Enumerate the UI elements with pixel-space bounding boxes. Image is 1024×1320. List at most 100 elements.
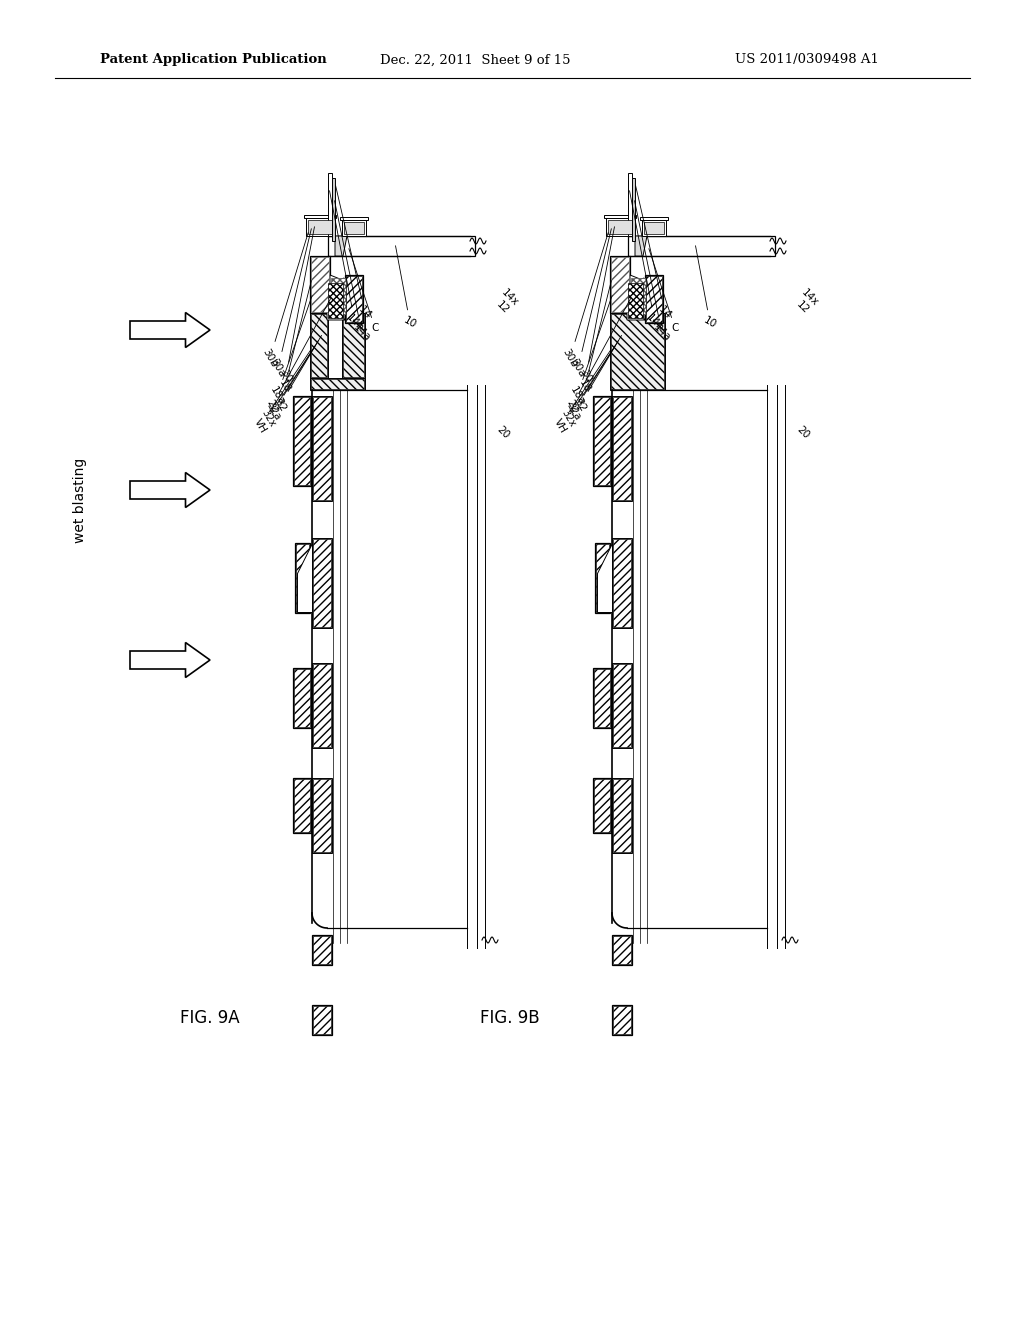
Bar [313, 1006, 331, 1034]
Text: 10: 10 [395, 246, 418, 330]
Text: 32: 32 [572, 335, 622, 413]
Bar [642, 220, 666, 236]
Text: 20: 20 [495, 425, 511, 441]
Bar [344, 222, 364, 234]
Text: 14b: 14b [630, 190, 666, 334]
Bar [294, 669, 310, 727]
Bar [595, 543, 610, 612]
Bar [311, 379, 364, 389]
Text: 14x: 14x [500, 288, 520, 309]
Bar [311, 314, 327, 378]
Bar [644, 222, 664, 234]
Polygon shape [627, 279, 644, 319]
Bar [313, 779, 331, 851]
Bar [628, 236, 775, 256]
Polygon shape [330, 275, 350, 315]
Bar [613, 779, 631, 851]
Bar [340, 216, 368, 220]
Bar [612, 1005, 632, 1035]
Bar [604, 215, 636, 218]
Polygon shape [130, 313, 210, 347]
Bar [612, 396, 632, 502]
Bar [312, 663, 332, 748]
Bar [308, 220, 332, 234]
Bar [593, 668, 611, 729]
Polygon shape [597, 543, 612, 612]
Bar [628, 282, 643, 318]
Text: 30: 30 [579, 227, 614, 384]
Text: 14: 14 [636, 186, 674, 322]
Text: 30a: 30a [268, 228, 311, 379]
Bar [593, 777, 611, 833]
Text: 30b: 30b [561, 232, 608, 370]
Bar [593, 396, 611, 486]
Bar [331, 279, 349, 314]
Text: 32a: 32a [265, 341, 318, 421]
Bar [312, 935, 332, 965]
Bar [594, 397, 610, 484]
Text: 18a: 18a [567, 296, 612, 407]
Polygon shape [130, 643, 210, 677]
Polygon shape [635, 236, 647, 256]
Text: Patent Application Publication: Patent Application Publication [100, 54, 327, 66]
Bar [640, 216, 668, 220]
Bar [594, 669, 610, 727]
Bar [613, 539, 631, 627]
Polygon shape [297, 543, 312, 612]
Bar [294, 779, 310, 832]
Bar [313, 539, 331, 627]
Text: 14a: 14a [335, 201, 373, 343]
Bar [313, 664, 331, 747]
Bar [613, 664, 631, 747]
Bar [294, 397, 310, 484]
Bar [606, 218, 634, 236]
Text: 12: 12 [495, 300, 511, 317]
Polygon shape [630, 275, 650, 315]
Bar [311, 257, 329, 312]
Text: C: C [349, 248, 379, 333]
Text: 22: 22 [264, 298, 331, 414]
Bar [611, 314, 664, 389]
Bar [612, 663, 632, 748]
Bar [594, 779, 610, 832]
Bar [613, 397, 631, 500]
Polygon shape [335, 236, 347, 256]
Bar [596, 544, 609, 612]
Text: 14x: 14x [800, 288, 820, 309]
Bar [328, 173, 332, 236]
Bar [631, 279, 649, 314]
Text: US 2011/0309498 A1: US 2011/0309498 A1 [735, 54, 879, 66]
Bar [312, 396, 332, 502]
Bar [645, 275, 663, 323]
Bar [293, 668, 311, 729]
Text: 14a: 14a [635, 201, 673, 343]
Polygon shape [327, 279, 344, 319]
Bar [310, 256, 330, 313]
Bar [345, 275, 362, 323]
Text: C: C [649, 248, 679, 333]
Bar [612, 539, 632, 628]
Text: 18: 18 [278, 281, 311, 395]
Text: 14b: 14b [330, 190, 366, 334]
Bar [293, 777, 311, 833]
Text: 32x: 32x [259, 346, 315, 429]
Bar [342, 220, 366, 236]
Bar [313, 936, 331, 964]
Bar [312, 1005, 332, 1035]
Bar [312, 777, 332, 853]
Text: 10: 10 [695, 246, 718, 330]
Text: 30b: 30b [261, 232, 308, 370]
Text: 20: 20 [795, 425, 811, 441]
Bar [608, 220, 632, 234]
Bar [612, 777, 632, 853]
Bar [328, 282, 343, 318]
Bar [313, 397, 331, 500]
Bar [632, 178, 635, 242]
Text: 30a: 30a [568, 228, 611, 379]
Text: 18a: 18a [267, 296, 312, 407]
Polygon shape [130, 473, 210, 507]
Text: 22: 22 [564, 298, 631, 414]
Text: VH: VH [552, 350, 610, 436]
Bar [613, 1006, 631, 1034]
Bar [310, 313, 328, 378]
